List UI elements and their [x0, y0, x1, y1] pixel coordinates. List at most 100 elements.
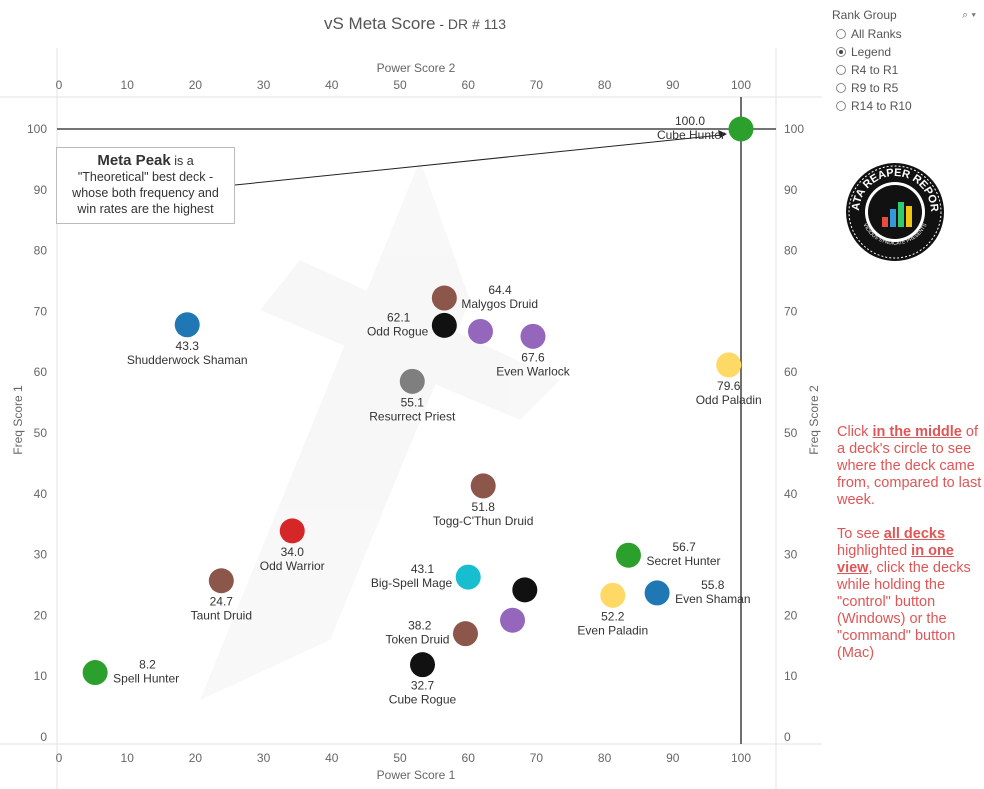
- meta-peak-callout: Meta Peak is a "Theoretical" best deck -…: [56, 147, 235, 224]
- deck-point: [410, 652, 436, 678]
- chart-title: vS Meta Score - DR # 113: [0, 14, 830, 34]
- note-p2-b: highlighted: [837, 543, 912, 559]
- deck-point: [82, 660, 108, 686]
- x-top-tick-label: 10: [121, 78, 135, 92]
- rank-option-label: R14 to R10: [851, 99, 912, 113]
- rank-option-label: Legend: [851, 45, 892, 59]
- radio-icon[interactable]: [836, 83, 846, 93]
- x-bottom-tick-label: 40: [325, 751, 339, 765]
- callout-arrow-head: [718, 130, 727, 138]
- callout-text4: win rates are the highest: [77, 202, 214, 216]
- point-score-label: 55.8: [701, 578, 725, 592]
- y-right-tick-label: 90: [784, 183, 798, 197]
- rank-group-header: Rank Group ⌕ ▾: [832, 8, 982, 22]
- x-top-tick-label: 60: [462, 78, 476, 92]
- deck-point: [208, 568, 234, 594]
- point-name-label: Big-Spell Mage: [371, 576, 453, 590]
- x-bottom-tick-label: 80: [598, 751, 612, 765]
- y-left-tick-label: 30: [34, 548, 48, 562]
- x-top-tick-label: 100: [731, 78, 751, 92]
- point-name-label: Odd Rogue: [367, 324, 429, 338]
- point-score-label: 52.2: [601, 609, 625, 623]
- x-bottom-tick-label: 20: [189, 751, 203, 765]
- point-score-label: 24.7: [210, 595, 234, 609]
- callout-text3: whose both frequency and: [72, 186, 219, 200]
- x-top-tick-label: 50: [393, 78, 407, 92]
- y-left-tick-label: 0: [40, 730, 47, 744]
- x-bottom-tick-label: 50: [393, 751, 407, 765]
- note-paragraph-2: To see all decks highlighted in one view…: [837, 526, 983, 662]
- rank-option-r9-to-r5[interactable]: R9 to R5: [832, 79, 982, 97]
- deck-point: [716, 352, 742, 378]
- rank-option-label: R9 to R5: [851, 81, 899, 95]
- rank-option-label: All Ranks: [851, 27, 902, 41]
- point-score-label: 67.6: [521, 350, 545, 364]
- point-name-label: Togg-C'Thun Druid: [433, 514, 533, 528]
- y-right-axis-title: Freq Score 2: [807, 385, 821, 455]
- y-left-tick-label: 50: [34, 426, 48, 440]
- x-top-tick-label: 20: [189, 78, 203, 92]
- callout-bold: Meta Peak: [97, 152, 171, 169]
- x-top-tick-label: 80: [598, 78, 612, 92]
- point-name-label: Resurrect Priest: [369, 409, 456, 423]
- reference-lines: [57, 97, 776, 744]
- deck-point: [644, 580, 670, 606]
- point-score-label: 55.1: [401, 395, 425, 409]
- point-name-label: Even Warlock: [496, 364, 571, 378]
- note-p2-a: To see: [837, 526, 884, 542]
- y-left-tick-label: 90: [34, 183, 48, 197]
- point-score-label: 62.1: [387, 310, 411, 324]
- y-left-tick-label: 100: [27, 122, 47, 136]
- note-p2-underline-2: in one view: [837, 543, 954, 576]
- note-p2-c: , click the decks while holding the "con…: [837, 560, 971, 661]
- rank-option-all-ranks[interactable]: All Ranks: [832, 25, 982, 43]
- point-score-label: 34.0: [281, 545, 305, 559]
- x-top-axis-title: Power Score 2: [377, 61, 456, 75]
- radio-icon[interactable]: [836, 47, 846, 57]
- y-left-tick-label: 40: [34, 487, 48, 501]
- deck-point: [600, 582, 626, 608]
- note-paragraph-1: Click in the middle of a deck's circle t…: [837, 424, 983, 509]
- rank-option-r4-to-r1[interactable]: R4 to R1: [832, 61, 982, 79]
- point-name-label: Cube Rogue: [389, 693, 457, 707]
- x-bottom-tick-label: 30: [257, 751, 271, 765]
- data-reaper-logo: DATA REAPER REPORT VICIOUS SYNDICATE PRE…: [845, 162, 944, 261]
- note-p1-underline: in the middle: [872, 424, 962, 440]
- watermark-shape: [200, 160, 470, 700]
- point-name-label: Secret Hunter: [646, 554, 720, 568]
- radio-icon[interactable]: [836, 65, 846, 75]
- radio-icon[interactable]: [836, 101, 846, 111]
- note-p1-b: of a deck's circle to see where the deck…: [837, 424, 982, 508]
- deck-point: [728, 116, 754, 142]
- note-p1-a: Click: [837, 424, 873, 440]
- callout-text1: is a: [170, 154, 194, 168]
- point-name-label: Shudderwock Shaman: [127, 353, 248, 367]
- x-bottom-tick-label: 10: [121, 751, 135, 765]
- x-top-tick-label: 30: [257, 78, 271, 92]
- y-right-tick-label: 40: [784, 487, 798, 501]
- point-name-label: Odd Paladin: [696, 393, 762, 407]
- search-icon[interactable]: ⌕ ▾: [962, 8, 976, 21]
- y-right-tick-label: 100: [784, 122, 804, 136]
- y-right-tick-label: 10: [784, 669, 798, 683]
- x-top-tick-label: 0: [56, 78, 63, 92]
- rank-option-legend[interactable]: Legend: [832, 43, 982, 61]
- point-score-label: 32.7: [411, 679, 435, 693]
- y-right-tick-label: 50: [784, 426, 798, 440]
- chart-title-main: vS Meta Score: [323, 14, 436, 33]
- point-score-label: 64.4: [488, 283, 512, 297]
- x-top-tick-label: 90: [666, 78, 680, 92]
- point-name-label: Cube Hunter: [657, 128, 725, 142]
- y-left-tick-label: 10: [34, 669, 48, 683]
- callout-text2: "Theoretical" best deck -: [77, 170, 214, 184]
- deck-point: [455, 564, 481, 590]
- point-score-label: 8.2: [139, 658, 156, 672]
- y-right-tick-label: 20: [784, 608, 798, 622]
- y-left-axis-title: Freq Score 1: [11, 385, 25, 455]
- x-top-tick-label: 40: [325, 78, 339, 92]
- deck-point: [174, 312, 200, 338]
- point-name-label: Token Druid: [385, 633, 449, 647]
- point-name-label: Odd Warrior: [260, 559, 325, 573]
- radio-icon[interactable]: [836, 29, 846, 39]
- rank-option-r14-to-r10[interactable]: R14 to R10: [832, 97, 982, 115]
